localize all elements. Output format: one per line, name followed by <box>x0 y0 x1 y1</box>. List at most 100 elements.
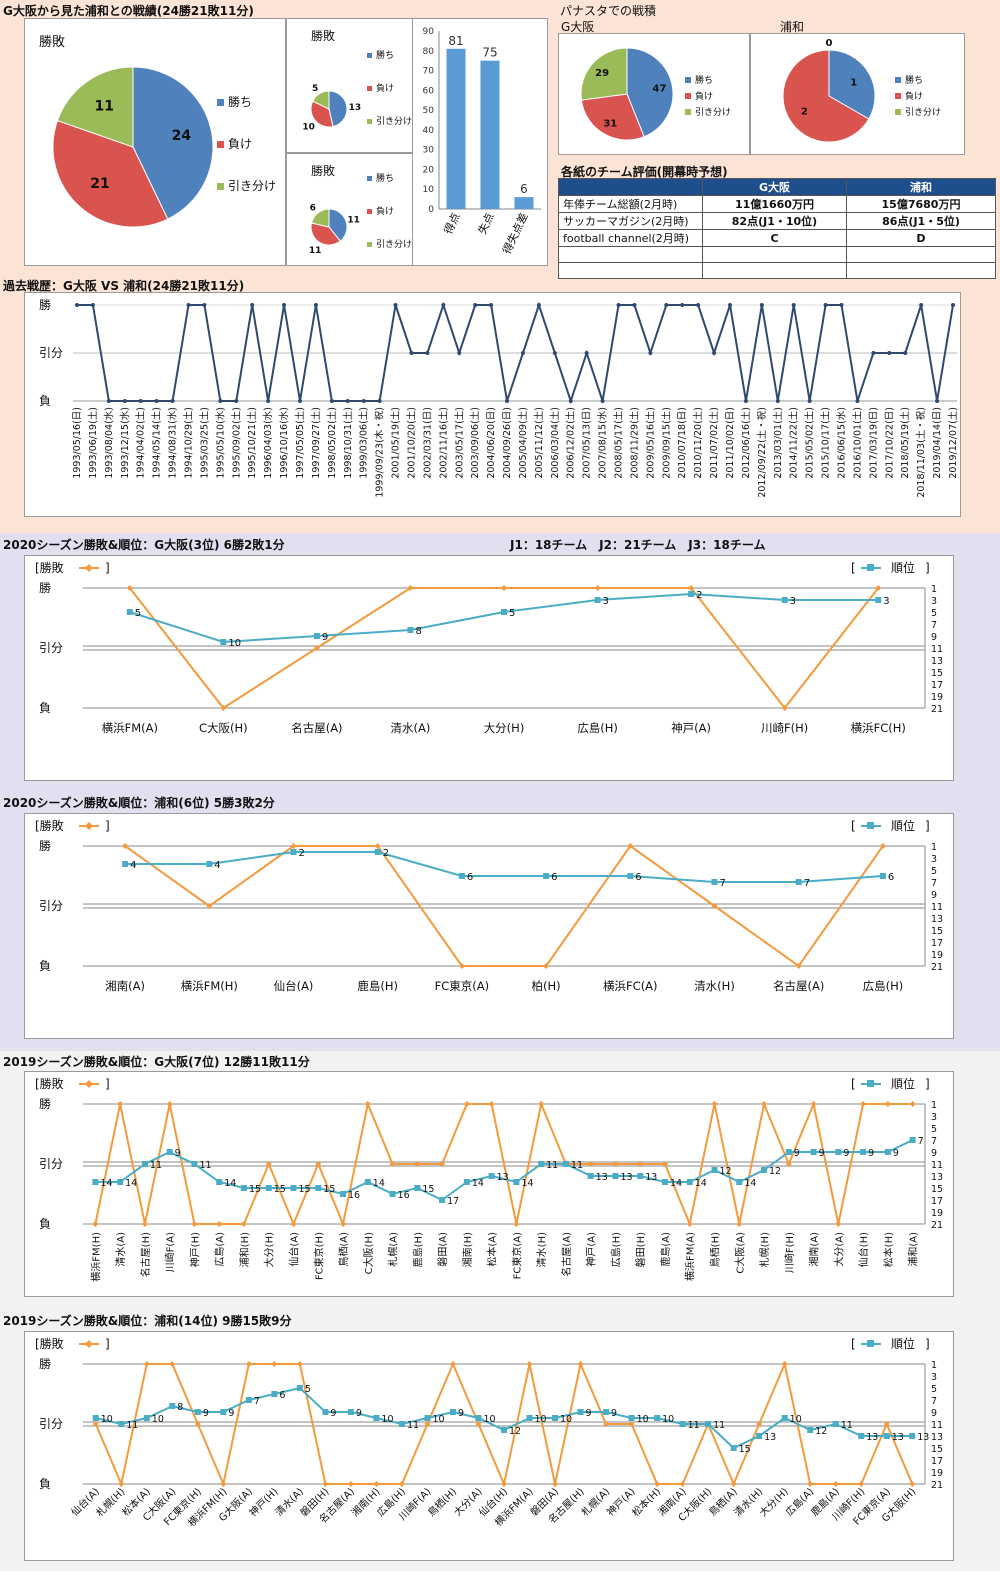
x-tick-label: 仙台(A) <box>288 1232 301 1267</box>
rank-data-label: 14 <box>100 1178 112 1189</box>
x-tick-label: 2015/10/17(土) <box>820 407 832 479</box>
rank-data-label: 9 <box>586 1408 592 1419</box>
result-point <box>612 1161 619 1167</box>
rank-data-label: 12 <box>815 1426 827 1437</box>
rank-point <box>879 873 886 879</box>
legend-bracket: ] <box>925 1077 930 1091</box>
result-point <box>398 1481 405 1487</box>
panasta-u-panel: 1 2 0 勝ち 負け 引き分け <box>750 33 965 155</box>
rank-point <box>220 1409 227 1415</box>
x-tick-label: 2009/05/16(土) <box>644 407 656 479</box>
result-point <box>875 585 882 591</box>
rank-point <box>627 873 634 879</box>
x-tick-label: 2009/09/15(土) <box>660 407 672 479</box>
rank-point <box>364 1179 371 1185</box>
rank-tick-label: 21 <box>931 962 943 973</box>
data-point <box>313 303 318 307</box>
result-point <box>92 1421 99 1427</box>
rank-data-label: 9 <box>458 1408 464 1419</box>
legend-label: 引き分け <box>905 107 941 118</box>
x-tick-label: 横浜FM(H) <box>181 979 238 993</box>
rank-tick-label: 19 <box>931 692 943 703</box>
pie-slice <box>52 119 169 228</box>
legend-swatch <box>367 86 372 91</box>
x-tick-label: 清水(A) <box>391 721 431 735</box>
overall-pie-title: 勝敗 <box>39 35 66 50</box>
data-point <box>75 303 79 307</box>
rank-data-label: 5 <box>135 608 141 619</box>
result-point <box>654 1481 661 1487</box>
x-tick-label: 横浜FM(A) <box>684 1232 697 1281</box>
rank-tick-label: 3 <box>931 1372 937 1383</box>
legend-bracket: [ <box>851 819 856 833</box>
x-tick-label: 清水(A) <box>114 1232 127 1267</box>
rank-data-label: 14 <box>695 1178 707 1189</box>
data-point <box>202 303 207 307</box>
legend-rank-label: 順位 <box>891 560 915 575</box>
data-point <box>473 303 478 307</box>
pie-data-label: 29 <box>595 68 609 79</box>
legend-bracket: ] <box>105 561 110 575</box>
rank-data-label: 12 <box>769 1166 781 1177</box>
legend-result-marker <box>85 1080 93 1088</box>
legend-label: 負け <box>905 90 923 102</box>
rank-data-label: 10 <box>228 638 241 649</box>
rank-point <box>860 1149 867 1155</box>
x-tick-label: 鳥栖(H) <box>709 1232 722 1267</box>
x-tick-label: 名古屋(H) <box>139 1232 152 1277</box>
rank-data-label: 7 <box>804 878 810 889</box>
rank-tick-label: 15 <box>931 1444 943 1455</box>
pie-data-label: 10 <box>302 122 315 132</box>
eval-row: サッカーマガジン(2月時) 82点(J1・10位) 86点(J1・5位) <box>558 212 996 230</box>
result-point <box>785 1161 792 1167</box>
rank-data-label: 6 <box>467 872 473 883</box>
rank-data-label: 14 <box>472 1178 484 1189</box>
x-tick-label: 1994/08/31(水) <box>167 407 179 479</box>
result-point <box>781 1361 788 1367</box>
rank-tick-label: 1 <box>931 1360 937 1371</box>
x-tick-label: 大分(H) <box>484 721 525 735</box>
result-point <box>118 1481 125 1487</box>
x-tick-label: 1999/03/06(土) <box>358 407 370 479</box>
result-point <box>407 585 414 591</box>
result-point <box>637 1161 644 1167</box>
rank-point <box>424 1415 431 1421</box>
rank-tick-label: 19 <box>931 1208 943 1219</box>
data-point <box>505 399 510 403</box>
eval-header-urawa: 浦和 <box>846 178 996 196</box>
rank-data-label: 6 <box>888 872 894 883</box>
rank-point <box>594 597 601 603</box>
x-tick-label: 2017/03/19(日) <box>868 407 879 479</box>
x-tick-label: 川崎F(A) <box>164 1232 177 1272</box>
rank-point <box>169 1403 176 1409</box>
bar-data-label: 6 <box>520 182 528 196</box>
rank-point <box>92 1179 99 1185</box>
rank-data-label: 15 <box>274 1184 286 1195</box>
rank-point <box>126 609 133 615</box>
rank-tick-label: 7 <box>931 620 937 631</box>
result-point <box>347 1481 354 1487</box>
x-tick-label: 名古屋(A) <box>773 979 824 993</box>
result-point <box>501 1481 507 1487</box>
legend-label: 勝ち <box>376 49 394 61</box>
x-tick-label: 1993/05/16(日) <box>72 407 83 479</box>
eval-cell: 82点(J1・10位) <box>702 212 847 230</box>
data-point <box>616 303 621 307</box>
rank-point <box>562 1161 569 1167</box>
rank-data-label: 3 <box>790 596 796 607</box>
data-point <box>759 303 764 307</box>
rank-point <box>143 1415 150 1421</box>
rank-data-label: 14 <box>224 1178 236 1189</box>
x-tick-label: 1995/03/25(土) <box>198 407 210 479</box>
y-level-label: 引分 <box>39 899 63 913</box>
legend-swatch <box>895 77 901 83</box>
x-tick-label: 1996/10/16(水) <box>278 407 290 479</box>
rank-tick-label: 13 <box>931 914 943 925</box>
legend-label: 勝ち <box>905 74 923 86</box>
legend-bracket: [ <box>851 1077 856 1091</box>
y-tick-label: 0 <box>428 205 434 215</box>
result-point <box>730 1481 737 1487</box>
rank-point <box>909 1433 916 1439</box>
result-point <box>166 1101 173 1107</box>
